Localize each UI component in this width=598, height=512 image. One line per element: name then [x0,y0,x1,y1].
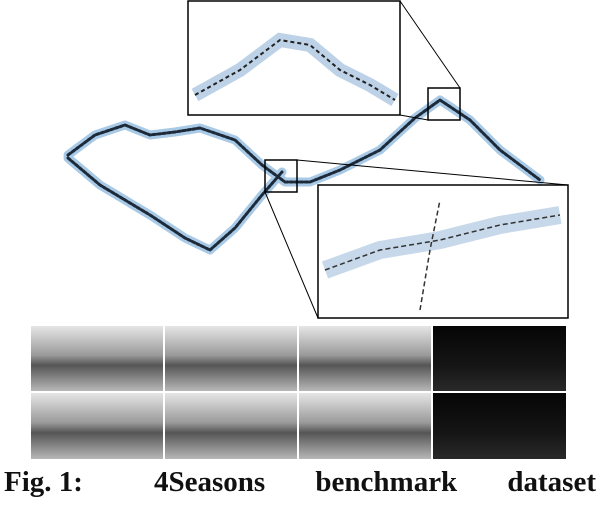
inset-bottom [264,159,569,319]
map-trajectory [63,95,545,255]
photo-grid [29,324,568,461]
caption-label: Fig. 1: [4,466,83,498]
figure [29,0,569,461]
inset-top [187,0,461,121]
caption-text: 4Seasons benchmark dataset [154,466,596,498]
caption: Fig. 1: 4Seasons benchmark dataset [0,466,598,506]
